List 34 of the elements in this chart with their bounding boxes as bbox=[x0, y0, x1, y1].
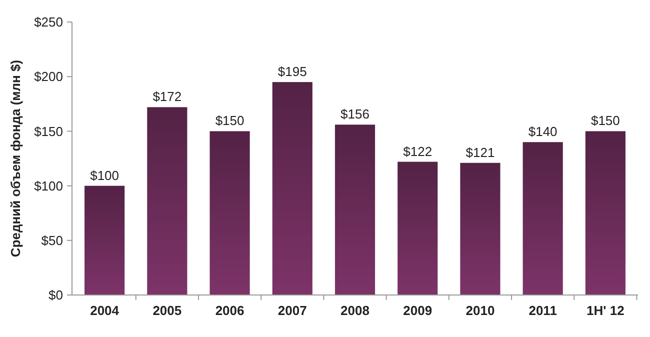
x-tick-label: 1H' 12 bbox=[586, 303, 624, 318]
data-label: $150 bbox=[215, 113, 244, 128]
bar bbox=[460, 162, 500, 295]
y-axis-title: Средний объем фонда (млн $) bbox=[8, 60, 23, 258]
x-tick-label: 2008 bbox=[340, 303, 370, 318]
data-label: $121 bbox=[466, 144, 495, 160]
x-tick-label: 2006 bbox=[215, 303, 244, 318]
y-tick-label: $100 bbox=[34, 178, 63, 194]
data-label: $122 bbox=[403, 144, 432, 159]
x-tick-label: 2010 bbox=[466, 303, 495, 318]
bar bbox=[522, 142, 563, 295]
bar bbox=[147, 107, 188, 295]
bar bbox=[210, 131, 250, 295]
y-tick-label: $50 bbox=[41, 232, 63, 248]
bar bbox=[84, 186, 125, 295]
y-tick-label: $0 bbox=[48, 288, 63, 303]
data-label: $156 bbox=[340, 106, 370, 122]
data-label: $140 bbox=[528, 124, 558, 140]
x-tick-label: 2011 bbox=[528, 303, 557, 318]
y-tick-label: $150 bbox=[34, 124, 63, 139]
x-tick-label: 2009 bbox=[403, 303, 432, 318]
y-tick-label: $200 bbox=[34, 69, 63, 84]
data-label: $100 bbox=[90, 168, 120, 183]
bar bbox=[272, 82, 312, 295]
bar bbox=[334, 124, 376, 295]
data-label: $195 bbox=[278, 64, 307, 80]
x-tick-label: 2007 bbox=[278, 303, 307, 318]
bar bbox=[398, 162, 438, 295]
bar bbox=[585, 131, 626, 295]
x-tick-label: 2004 bbox=[90, 303, 120, 318]
y-tick-label: $250 bbox=[34, 14, 63, 30]
x-tick-label: 2005 bbox=[152, 303, 182, 318]
data-label: $172 bbox=[152, 89, 182, 104]
data-label: $150 bbox=[590, 113, 620, 128]
